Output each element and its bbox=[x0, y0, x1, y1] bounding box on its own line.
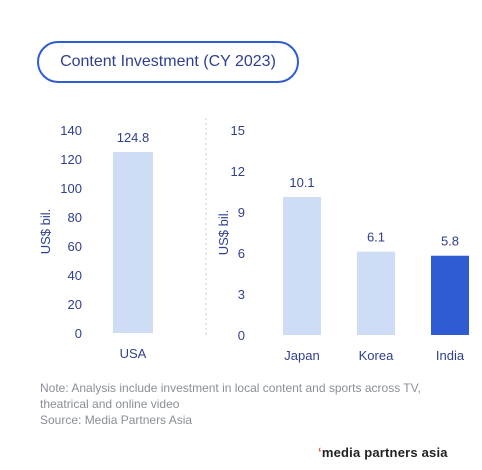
chart-note: Note: Analysis include investment in loc… bbox=[40, 380, 480, 428]
brand-mark: ʻ bbox=[318, 445, 322, 460]
brand-logo: ʻmedia partners asia bbox=[318, 445, 448, 460]
bar bbox=[113, 152, 153, 333]
y-axis-label: US$ bil. bbox=[216, 210, 231, 256]
note-line-1: Note: Analysis include investment in loc… bbox=[40, 381, 421, 395]
y-tick-label: 3 bbox=[238, 287, 245, 302]
category-label: USA bbox=[120, 346, 147, 361]
y-axis-label: US$ bil. bbox=[38, 209, 53, 255]
y-tick-label: 60 bbox=[68, 239, 82, 254]
y-tick-label: 6 bbox=[238, 246, 245, 261]
data-label: 10.1 bbox=[289, 175, 314, 190]
bar bbox=[357, 251, 395, 335]
y-tick-label: 40 bbox=[68, 268, 82, 283]
category-label: Japan bbox=[284, 348, 319, 363]
y-tick-label: 12 bbox=[231, 164, 245, 179]
category-label: India bbox=[436, 348, 465, 363]
y-tick-label: 0 bbox=[75, 326, 82, 341]
bar bbox=[431, 255, 469, 335]
data-label: 124.8 bbox=[117, 130, 150, 145]
note-line-2: theatrical and online video bbox=[40, 397, 180, 411]
y-tick-label: 80 bbox=[68, 210, 82, 225]
source-line: Source: Media Partners Asia bbox=[40, 413, 193, 427]
bar bbox=[283, 196, 321, 335]
y-tick-label: 0 bbox=[238, 328, 245, 343]
data-label: 6.1 bbox=[367, 230, 385, 245]
chart-title: Content Investment (CY 2023) bbox=[60, 53, 276, 70]
brand-name: media partners asia bbox=[321, 445, 448, 460]
y-tick-label: 9 bbox=[238, 205, 245, 220]
y-tick-label: 120 bbox=[60, 152, 82, 167]
y-tick-label: 140 bbox=[60, 123, 82, 138]
y-tick-label: 100 bbox=[60, 181, 82, 196]
category-label: Korea bbox=[359, 348, 394, 363]
data-label: 5.8 bbox=[441, 234, 459, 249]
y-tick-label: 15 bbox=[231, 123, 245, 138]
y-tick-label: 20 bbox=[68, 297, 82, 312]
chart-title-pill: Content Investment (CY 2023) bbox=[37, 41, 299, 83]
